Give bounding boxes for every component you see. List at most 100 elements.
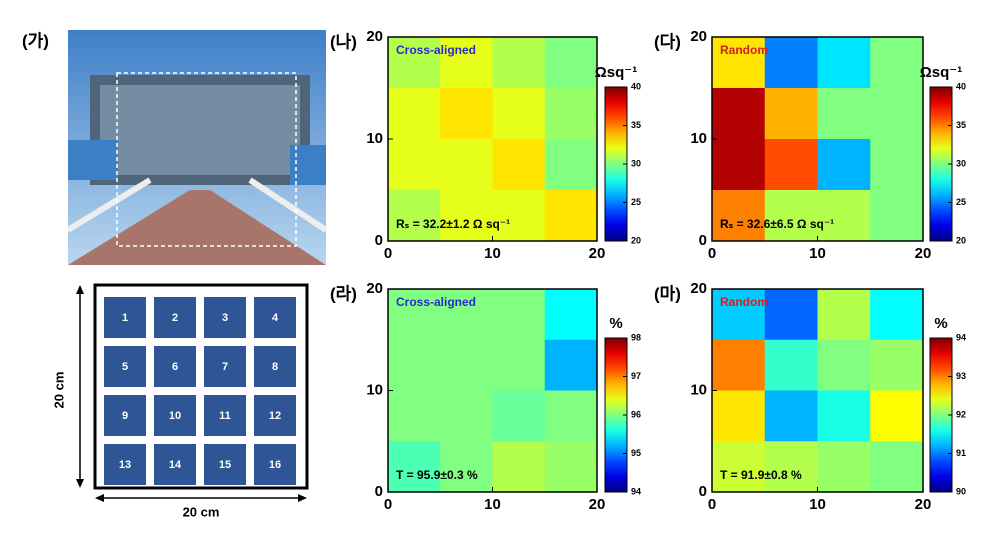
heatmap-cell xyxy=(764,190,818,242)
heatmap-cell xyxy=(817,441,871,493)
cell-label: 14 xyxy=(169,459,182,471)
x-tick-label: 20 xyxy=(589,245,606,262)
heatmap-cell xyxy=(817,289,871,341)
panel-label: (다) xyxy=(654,32,681,51)
height-label: 20 cm xyxy=(51,372,66,409)
y-tick-label: 20 xyxy=(366,280,383,297)
heatmap-cell xyxy=(440,139,493,191)
cell-label: 5 xyxy=(122,361,128,373)
cell-label: 15 xyxy=(219,459,231,471)
width-label: 20 cm xyxy=(183,504,220,519)
series-label: Cross-aligned xyxy=(396,295,476,309)
heatmap-cell xyxy=(388,190,441,242)
heatmap-cell xyxy=(544,441,598,493)
sample-cell xyxy=(254,444,296,485)
heatmap-cell xyxy=(492,441,546,493)
heatmap-cell xyxy=(764,289,818,341)
colorbar-tick-label: 94 xyxy=(956,332,966,342)
heatmap-cell xyxy=(544,390,598,442)
heatmap-cell xyxy=(440,88,493,140)
x-tick-label: 0 xyxy=(708,496,716,513)
sample-cell xyxy=(154,297,196,338)
colorbar-tick-label: 92 xyxy=(956,409,966,419)
sample-cell xyxy=(254,297,296,338)
colorbar-tick-label: 90 xyxy=(956,486,966,496)
annotation: Rₛ = 32.2±1.2 Ω sq⁻¹ xyxy=(396,217,510,231)
cell-label: 12 xyxy=(269,410,281,422)
heatmap-cell xyxy=(492,339,546,391)
heatmap-cell xyxy=(712,139,766,191)
heatmap-cell xyxy=(440,37,493,89)
cell-label: 10 xyxy=(169,410,181,422)
heatmap-cell xyxy=(440,441,493,493)
colorbar-title: Ωsq⁻¹ xyxy=(595,64,637,81)
heatmap-cell xyxy=(764,390,818,442)
colorbar-tick-label: 40 xyxy=(631,81,641,91)
colorbar-tick-label: 95 xyxy=(631,448,641,458)
heatmap-cell xyxy=(492,88,546,140)
cell-label: 7 xyxy=(222,361,228,373)
heatmap-cell xyxy=(817,190,871,242)
x-tick-label: 10 xyxy=(484,496,501,513)
x-tick-label: 20 xyxy=(589,496,606,513)
heatmap-cell xyxy=(388,139,441,191)
sample-cell xyxy=(204,346,246,387)
heatmap-cell xyxy=(764,88,818,140)
heatmap-cell xyxy=(870,139,924,191)
heatmap-cell xyxy=(817,88,871,140)
colorbar-tick-label: 20 xyxy=(631,235,641,245)
colorbar-tick-label: 40 xyxy=(956,81,966,91)
sample-cell xyxy=(204,444,246,485)
heatmap-cell xyxy=(817,339,871,391)
x-tick-label: 0 xyxy=(384,496,392,513)
heatmap-cell xyxy=(870,37,924,89)
colorbar-tick-label: 35 xyxy=(956,120,966,130)
cell-label: 16 xyxy=(269,459,281,471)
heatmap-cell xyxy=(544,289,598,341)
colorbar-tick-label: 97 xyxy=(631,371,641,381)
heatmap-cell xyxy=(388,289,441,341)
colorbar-tick-label: 25 xyxy=(631,197,641,207)
series-label: Random xyxy=(720,43,768,57)
heatmap-cell xyxy=(870,441,924,493)
heatmap-cell xyxy=(544,88,598,140)
heatmap-cell xyxy=(817,390,871,442)
heatmap-cell xyxy=(388,37,441,89)
panel-label: (마) xyxy=(654,284,681,303)
heatmap-cell xyxy=(492,139,546,191)
colorbar-tick-label: 93 xyxy=(956,371,966,381)
cell-label: 11 xyxy=(219,410,231,422)
heatmap-cell xyxy=(388,390,441,442)
colorbar-tick-label: 30 xyxy=(956,158,966,168)
heatmap-cell xyxy=(388,88,441,140)
y-tick-label: 0 xyxy=(699,483,707,500)
x-tick-label: 10 xyxy=(484,245,501,262)
x-tick-label: 0 xyxy=(708,245,716,262)
heatmap-cell xyxy=(492,390,546,442)
y-tick-label: 20 xyxy=(690,28,707,45)
cell-label: 1 xyxy=(122,312,128,324)
colorbar-tick-label: 25 xyxy=(956,197,966,207)
sample-cell xyxy=(154,395,196,436)
x-tick-label: 10 xyxy=(809,245,826,262)
colorbar-title: % xyxy=(609,315,622,332)
y-tick-label: 0 xyxy=(375,232,383,249)
x-tick-label: 10 xyxy=(809,496,826,513)
heatmap-cell xyxy=(712,190,766,242)
sample-cell xyxy=(204,297,246,338)
sample-cell xyxy=(104,444,146,485)
photo xyxy=(66,30,328,265)
heatmap-cell xyxy=(764,441,818,493)
cell-label: 9 xyxy=(122,410,128,422)
y-tick-label: 10 xyxy=(690,130,707,147)
heatmap-cell xyxy=(388,339,441,391)
cell-label: 8 xyxy=(272,361,278,373)
heatmap-cell xyxy=(870,88,924,140)
y-tick-label: 0 xyxy=(375,483,383,500)
colorbar-tick-label: 91 xyxy=(956,448,966,458)
colorbar-tick-label: 96 xyxy=(631,409,641,419)
cell-label: 6 xyxy=(172,361,178,373)
colorbar-tick-label: 20 xyxy=(956,235,966,245)
heatmap-cell xyxy=(492,37,546,89)
